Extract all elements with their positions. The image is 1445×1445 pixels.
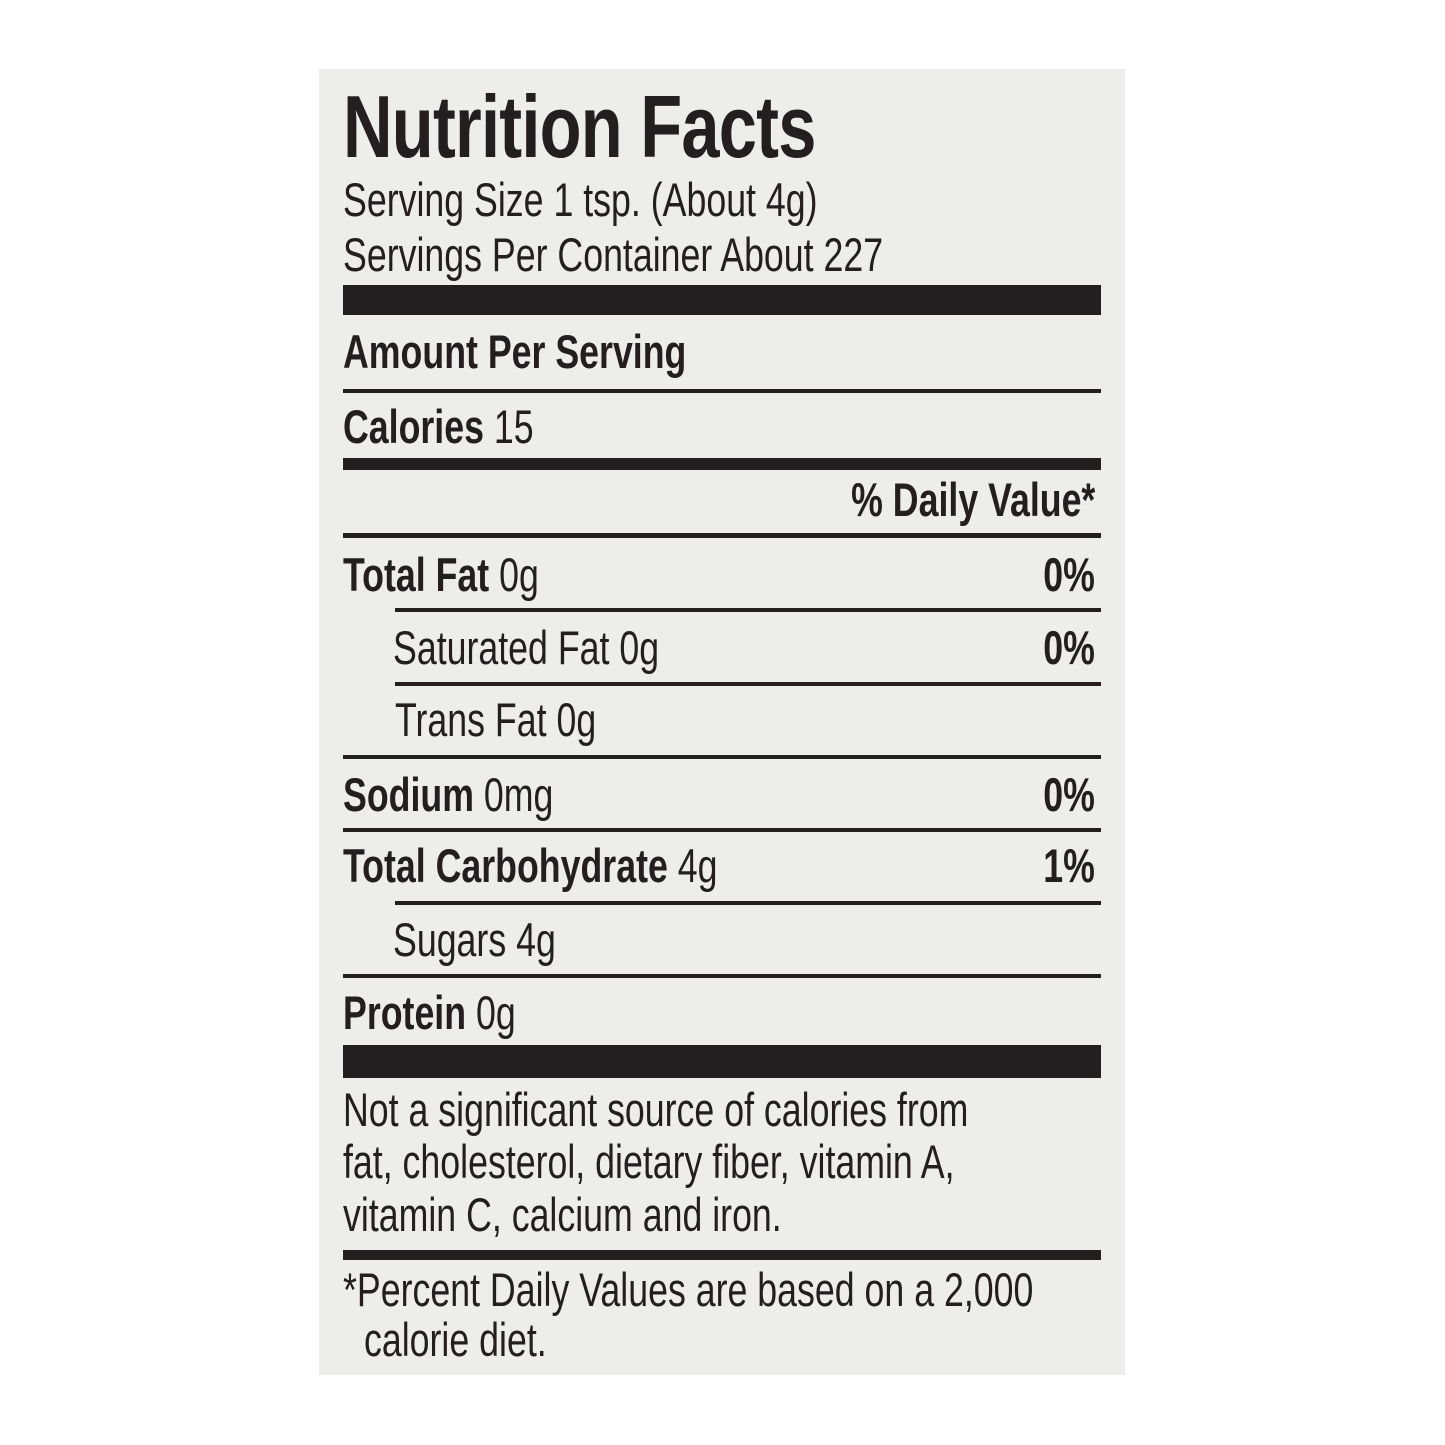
divider xyxy=(395,901,1101,905)
not-significant-line: fat, cholesterol, dietary fiber, vitamin… xyxy=(343,1135,955,1188)
calories-label: Calories xyxy=(343,400,484,453)
nutrient-label: Total Fat xyxy=(343,548,490,601)
nutrient-label: Protein xyxy=(343,986,467,1039)
not-significant-line: Not a significant source of calories fro… xyxy=(343,1083,969,1136)
not-significant-line: vitamin C, calcium and iron. xyxy=(343,1188,782,1241)
nutrient-dv: 0% xyxy=(1043,621,1095,674)
nutrient-label: Trans Fat xyxy=(395,693,547,746)
nutrient-amount: 4g xyxy=(677,839,718,892)
nutrient-label: Total Carbohydrate xyxy=(343,839,668,892)
nutrient-label: Sugars xyxy=(393,913,507,966)
serving-size: Serving Size 1 tsp. (About 4g) xyxy=(343,173,818,226)
nutrient-amount: 0g xyxy=(499,548,539,601)
nutrient-label: Saturated Fat xyxy=(393,621,610,674)
divider xyxy=(395,682,1101,686)
divider xyxy=(343,974,1101,978)
nutrient-dv: 0% xyxy=(1043,768,1095,821)
divider xyxy=(343,755,1101,759)
footnote-line: calorie diet. xyxy=(364,1313,547,1366)
calories-row: Calories 15 xyxy=(343,397,534,457)
nutrient-row-saturated-fat: Saturated Fat 0g xyxy=(393,618,659,678)
nutrient-amount: 0g xyxy=(556,693,597,746)
amount-per-serving: Amount Per Serving xyxy=(343,325,687,378)
nutrient-row-total-fat: Total Fat 0g xyxy=(343,545,539,605)
nutrient-amount: 0g xyxy=(619,621,660,674)
nutrient-row-trans-fat: Trans Fat 0g xyxy=(395,690,596,750)
medium-divider xyxy=(343,458,1101,470)
nutrient-row-total-carbohydrate: Total Carbohydrate 4g xyxy=(343,836,717,896)
divider xyxy=(395,608,1101,612)
footnote-line: *Percent Daily Values are based on a 2,0… xyxy=(343,1263,1034,1316)
label-title: Nutrition Facts xyxy=(343,77,816,176)
nutrient-row-sodium: Sodium 0mg xyxy=(343,765,553,825)
nutrient-amount: 0g xyxy=(475,986,516,1039)
calories-value: 15 xyxy=(493,400,534,453)
nutrient-label: Sodium xyxy=(343,768,474,821)
thick-divider xyxy=(343,285,1101,315)
nutrient-dv: 1% xyxy=(1043,839,1095,892)
footnote-divider xyxy=(343,1250,1101,1260)
servings-per-container: Servings Per Container About 227 xyxy=(343,228,884,281)
divider xyxy=(343,533,1101,538)
divider xyxy=(343,828,1101,832)
nutrient-dv: 0% xyxy=(1043,548,1095,601)
nutrient-amount: 0mg xyxy=(483,768,554,821)
divider xyxy=(343,389,1101,393)
daily-value-header: % Daily Value* xyxy=(850,473,1095,526)
nutrient-row-sugars: Sugars 4g xyxy=(393,910,556,970)
nutrient-row-protein: Protein 0g xyxy=(343,983,516,1043)
nutrient-amount: 4g xyxy=(516,913,556,966)
thick-divider xyxy=(343,1045,1101,1078)
